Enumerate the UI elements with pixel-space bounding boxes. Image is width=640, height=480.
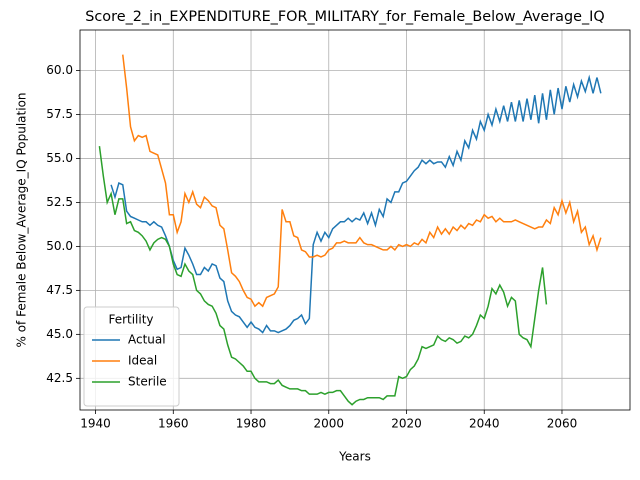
y-tick-label: 42.5 (46, 371, 73, 385)
line-series (98, 146, 548, 406)
x-axis-label: Years (338, 450, 371, 464)
y-axis-label: % of Female Below_Average_IQ Population (15, 92, 29, 347)
x-tick-label: 1980 (236, 417, 267, 431)
plot-frame (79, 29, 631, 411)
y-tick-label: 45.0 (46, 327, 73, 341)
line-series (110, 74, 602, 334)
y-tick-label: 57.5 (46, 107, 73, 121)
x-tick-label: 1940 (80, 417, 111, 431)
legend-label: Sterile (128, 375, 167, 389)
y-tick-label: 52.5 (46, 195, 73, 209)
legend-label: Actual (128, 333, 166, 347)
x-tick-label: 1960 (158, 417, 189, 431)
x-tick-label: 2060 (547, 417, 578, 431)
x-tick-label: 2020 (391, 417, 422, 431)
y-tick-label: 55.0 (46, 151, 73, 165)
chart-title: Score_2_in_EXPENDITURE_FOR_MILITARY_for_… (85, 9, 604, 25)
legend-label: Ideal (128, 354, 157, 368)
line-series (122, 54, 602, 308)
y-tick-label: 60.0 (46, 63, 73, 77)
legend-title: Fertility (108, 313, 153, 327)
x-tick-label: 2000 (313, 417, 344, 431)
x-tick-label: 2040 (469, 417, 500, 431)
y-tick-label: 47.5 (46, 283, 73, 297)
y-tick-label: 50.0 (46, 239, 73, 253)
